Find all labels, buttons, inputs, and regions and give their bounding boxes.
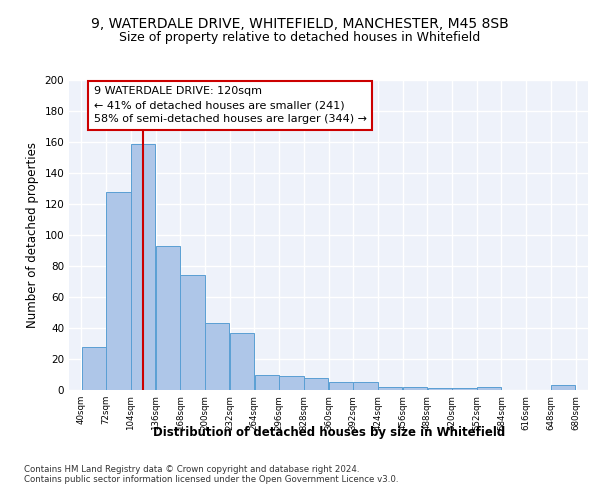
Text: Contains HM Land Registry data © Crown copyright and database right 2024.: Contains HM Land Registry data © Crown c… — [24, 464, 359, 473]
Bar — [106, 192, 131, 390]
Bar — [551, 386, 575, 390]
Bar — [477, 387, 502, 390]
Bar — [428, 388, 452, 390]
Bar — [329, 382, 353, 390]
Text: Size of property relative to detached houses in Whitefield: Size of property relative to detached ho… — [119, 31, 481, 44]
Bar — [452, 388, 476, 390]
Bar — [378, 387, 403, 390]
Bar — [131, 144, 155, 390]
Text: Distribution of detached houses by size in Whitefield: Distribution of detached houses by size … — [152, 426, 505, 439]
Text: 9 WATERDALE DRIVE: 120sqm
← 41% of detached houses are smaller (241)
58% of semi: 9 WATERDALE DRIVE: 120sqm ← 41% of detac… — [94, 86, 367, 124]
Bar — [279, 376, 304, 390]
Bar — [205, 324, 229, 390]
Bar — [353, 382, 378, 390]
Bar — [230, 332, 254, 390]
Text: Contains public sector information licensed under the Open Government Licence v3: Contains public sector information licen… — [24, 476, 398, 484]
Y-axis label: Number of detached properties: Number of detached properties — [26, 142, 39, 328]
Bar — [155, 246, 180, 390]
Bar — [254, 374, 279, 390]
Bar — [304, 378, 328, 390]
Text: 9, WATERDALE DRIVE, WHITEFIELD, MANCHESTER, M45 8SB: 9, WATERDALE DRIVE, WHITEFIELD, MANCHEST… — [91, 18, 509, 32]
Bar — [403, 387, 427, 390]
Bar — [82, 346, 106, 390]
Bar — [181, 276, 205, 390]
